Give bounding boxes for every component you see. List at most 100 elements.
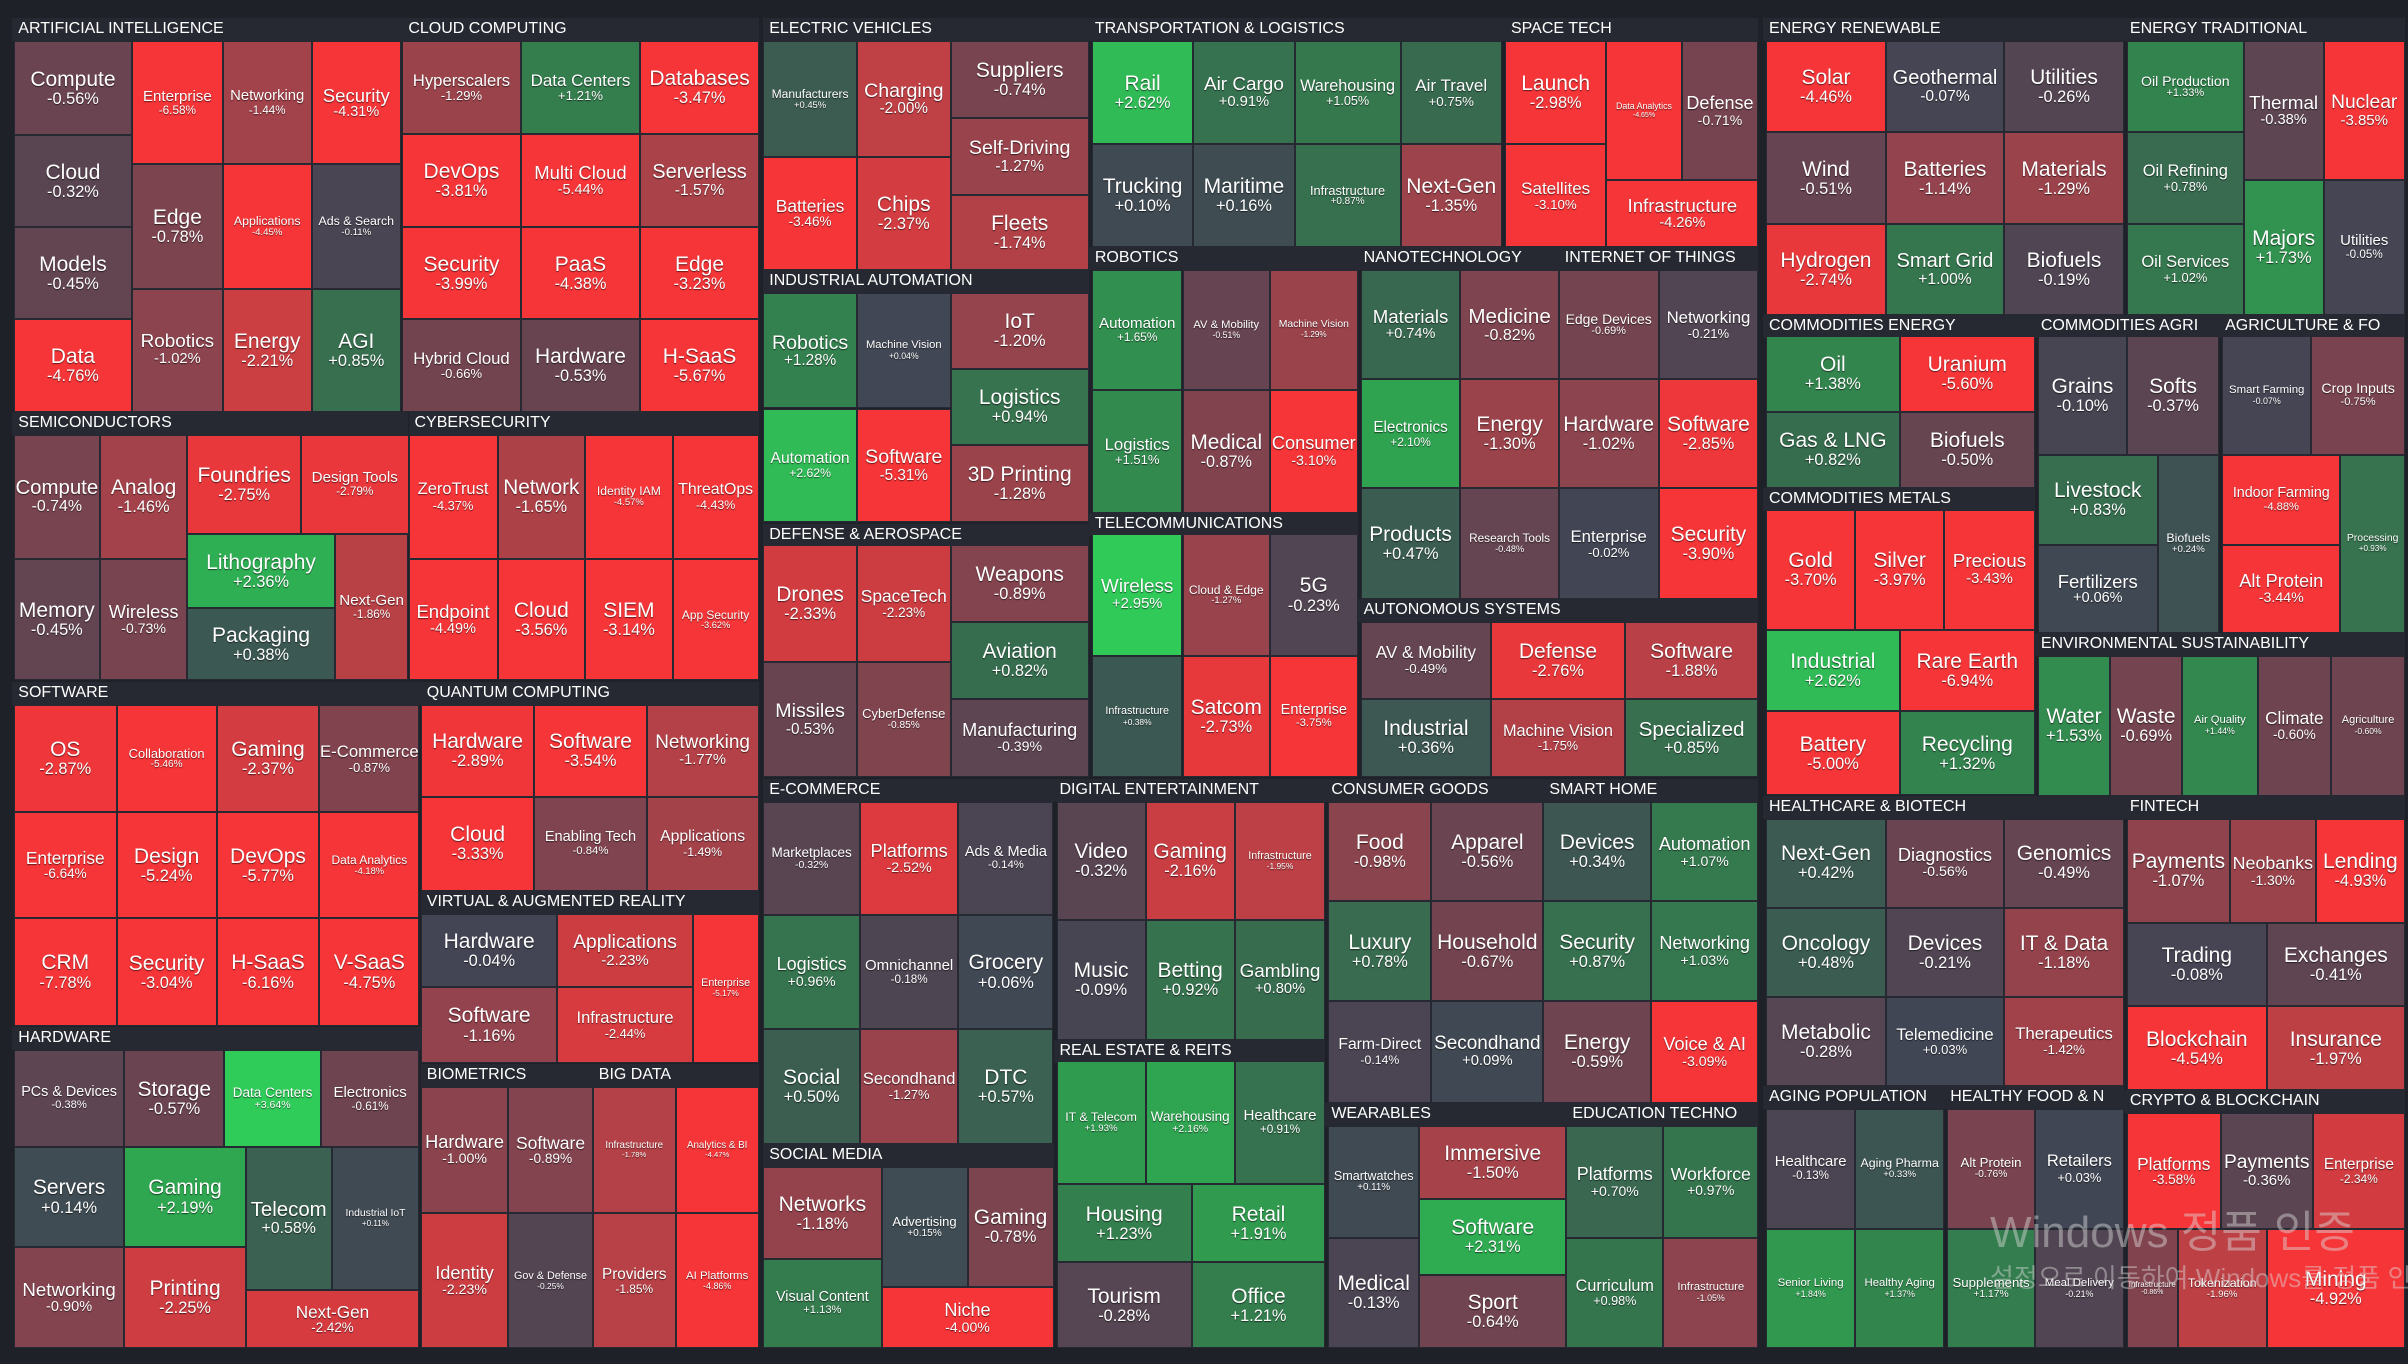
tile[interactable]: Biofuels +0.24% [2157, 454, 2220, 633]
tile[interactable]: AI Platforms -4.86% [675, 1213, 759, 1349]
tile[interactable]: Supplements +1.17% [1947, 1228, 2035, 1349]
tile[interactable]: Warehousing +2.16% [1145, 1061, 1235, 1185]
tile[interactable]: Electronics -0.61% [320, 1050, 420, 1148]
tile[interactable]: Infrastructure -0.86% [2126, 1228, 2178, 1349]
tile[interactable]: Collaboration -5.46% [116, 704, 217, 813]
tile[interactable]: Hardware -0.04% [420, 913, 558, 988]
tile[interactable]: Chips -2.37% [856, 156, 951, 271]
tile[interactable]: Healthy Aging +1.37% [1855, 1228, 1945, 1349]
tile[interactable]: Tokenization -1.96% [2177, 1228, 2267, 1349]
tile[interactable]: Oil Production +1.33% [2126, 41, 2244, 133]
tile[interactable]: Fertilizers +0.06% [2037, 545, 2158, 633]
tile[interactable]: DevOps -3.81% [402, 133, 521, 228]
tile[interactable]: Infrastructure -4.26% [1606, 179, 1759, 248]
tile[interactable]: Hardware -1.00% [420, 1087, 509, 1214]
tile[interactable]: DTC +0.57% [958, 1028, 1054, 1145]
tile[interactable]: Meal Delivery -0.21% [2034, 1228, 2124, 1349]
tile[interactable]: Water +1.53% [2037, 655, 2111, 796]
tile[interactable]: Biofuels -0.19% [2004, 224, 2124, 315]
tile[interactable]: Infrastructure -1.95% [1234, 801, 1326, 920]
tile[interactable]: Farm-Direct -0.14% [1328, 1001, 1432, 1103]
tile[interactable]: Networking -0.21% [1658, 270, 1759, 380]
tile[interactable]: Infrastructure -1.78% [592, 1087, 676, 1214]
tile[interactable]: Thermal -0.38% [2243, 41, 2324, 180]
tile[interactable]: Drones -2.33% [763, 545, 857, 662]
tile[interactable]: Automation +1.07% [1650, 801, 1759, 902]
tile[interactable]: Networking +1.03% [1650, 901, 1759, 1002]
tile[interactable]: Food -0.98% [1328, 801, 1432, 902]
tile[interactable]: Applications -4.45% [222, 164, 312, 289]
tile[interactable]: Networking -0.90% [13, 1247, 125, 1349]
tile[interactable]: Voice & AI -3.09% [1650, 1001, 1759, 1103]
tile[interactable]: Fleets -1.74% [950, 195, 1089, 271]
tile[interactable]: Automation +2.62% [763, 408, 857, 523]
tile[interactable]: Specialized +0.85% [1624, 698, 1759, 778]
tile[interactable]: CRM -7.78% [13, 918, 117, 1026]
tile[interactable]: Recycling +1.32% [1899, 711, 2035, 796]
tile[interactable]: Analytics & BI -4.47% [675, 1087, 759, 1214]
tile[interactable]: Machine Vision -1.29% [1270, 270, 1358, 391]
tile[interactable]: Next-Gen -1.35% [1400, 144, 1502, 248]
tile[interactable]: Products +0.47% [1360, 488, 1461, 599]
tile[interactable]: Edge -3.23% [640, 227, 759, 320]
tile[interactable]: Gold -3.70% [1766, 509, 1856, 630]
tile[interactable]: Housing +1.23% [1056, 1184, 1192, 1263]
tile[interactable]: Suppliers -0.74% [950, 41, 1089, 119]
tile[interactable]: Telecom +0.58% [245, 1147, 332, 1290]
tile[interactable]: Consumer -3.10% [1270, 390, 1358, 513]
tile[interactable]: Hardware -1.02% [1558, 379, 1659, 489]
tile[interactable]: Logistics +0.94% [950, 368, 1089, 446]
tile[interactable]: Servers +0.14% [13, 1147, 125, 1247]
tile[interactable]: Workforce +0.97% [1663, 1125, 1759, 1238]
tile[interactable]: Cloud & Edge -1.27% [1182, 534, 1271, 656]
tile[interactable]: PCs & Devices -0.38% [13, 1050, 125, 1148]
tile[interactable]: Providers -1.85% [592, 1213, 676, 1349]
tile[interactable]: Enterprise -5.17% [692, 913, 759, 1063]
tile[interactable]: Oncology +0.48% [1766, 907, 1886, 997]
tile[interactable]: ThreatOps -4.43% [672, 434, 759, 559]
tile[interactable]: Foundries -2.75% [187, 434, 301, 535]
tile[interactable]: Data Centers +1.21% [520, 41, 641, 134]
tile[interactable]: Immersive -1.50% [1419, 1125, 1567, 1200]
tile[interactable]: Silver -3.97% [1855, 509, 1945, 630]
tile[interactable]: Software -1.16% [420, 987, 558, 1063]
tile[interactable]: Niche -4.00% [881, 1286, 1054, 1349]
tile[interactable]: Ads & Media -0.14% [958, 801, 1054, 916]
tile[interactable]: Alt Protein -3.44% [2222, 545, 2341, 633]
tile[interactable]: Applications -2.23% [557, 913, 693, 988]
tile[interactable]: Energy -0.59% [1543, 1001, 1651, 1103]
tile[interactable]: Household -0.67% [1431, 901, 1544, 1002]
tile[interactable]: Oil Services +1.02% [2126, 224, 2244, 315]
tile[interactable]: Robotics -1.02% [132, 288, 223, 412]
tile[interactable]: Security -3.99% [402, 227, 521, 320]
tile[interactable]: Nuclear -3.85% [2323, 41, 2405, 180]
tile[interactable]: Ads & Search -0.11% [311, 164, 401, 289]
tile[interactable]: Infrastructure -2.44% [557, 987, 693, 1063]
tile[interactable]: Weapons -0.89% [950, 545, 1089, 622]
tile[interactable]: Security -3.04% [116, 918, 217, 1026]
tile[interactable]: Cloud -0.32% [13, 135, 133, 228]
tile[interactable]: Industrial +0.36% [1360, 698, 1492, 778]
tile[interactable]: Wind -0.51% [1766, 132, 1886, 225]
tile[interactable]: Retailers +0.03% [2034, 1108, 2124, 1229]
tile[interactable]: Software -3.54% [534, 704, 647, 798]
tile[interactable]: Wireless +2.95% [1091, 534, 1183, 656]
tile[interactable]: Air Quality +1.44% [2182, 655, 2258, 796]
tile[interactable]: DevOps -5.77% [216, 812, 320, 919]
tile[interactable]: Wireless -0.73% [99, 559, 188, 681]
tile[interactable]: Gas & LNG +0.82% [1766, 411, 1900, 489]
tile[interactable]: Gov & Defense -0.25% [508, 1213, 593, 1349]
tile[interactable]: Oil Refining +0.78% [2126, 132, 2244, 225]
tile[interactable]: Machine Vision -1.75% [1491, 698, 1625, 778]
tile[interactable]: Hardware -2.89% [420, 704, 535, 798]
tile[interactable]: Office +1.21% [1191, 1262, 1326, 1349]
tile[interactable]: Software -1.88% [1624, 621, 1759, 699]
tile[interactable]: Grains -0.10% [2037, 336, 2127, 455]
tile[interactable]: Smart Grid +1.00% [1885, 224, 2005, 315]
tile[interactable]: Payments -0.36% [2220, 1113, 2313, 1229]
tile[interactable]: Luxury +0.78% [1328, 901, 1432, 1002]
tile[interactable]: Precious -3.43% [1944, 509, 2035, 630]
tile[interactable]: Self-Driving -1.27% [950, 118, 1089, 196]
tile[interactable]: Social +0.50% [763, 1028, 860, 1145]
tile[interactable]: Aviation +0.82% [950, 621, 1089, 699]
